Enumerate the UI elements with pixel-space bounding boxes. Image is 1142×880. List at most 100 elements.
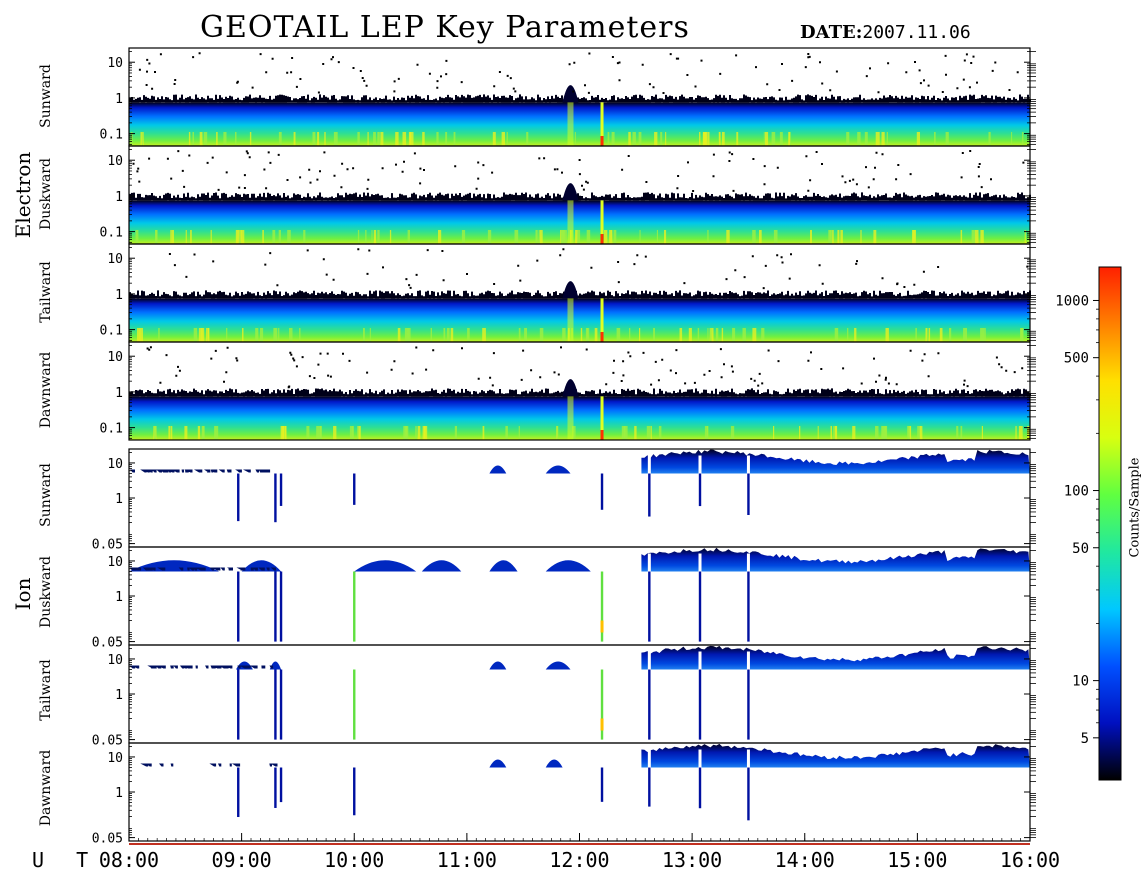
ion-spectrum-band bbox=[641, 645, 1030, 670]
ion-gap bbox=[647, 749, 651, 768]
electron-streak bbox=[773, 230, 778, 244]
electron-streak bbox=[715, 328, 718, 342]
ion-burst bbox=[545, 759, 563, 768]
electron-streak bbox=[141, 132, 143, 146]
electron-streak bbox=[716, 328, 719, 342]
electron-streak bbox=[367, 132, 369, 146]
electron-streak bbox=[317, 132, 320, 146]
electron-streak bbox=[604, 230, 608, 244]
electron-streak bbox=[377, 230, 380, 244]
ion-dropout bbox=[698, 767, 702, 809]
electron-streak bbox=[409, 132, 414, 146]
electron-streak bbox=[303, 230, 306, 244]
colorbar-label: Counts/Sample bbox=[1127, 457, 1142, 558]
ion-noise-dots bbox=[140, 763, 278, 767]
electron-streak bbox=[235, 230, 239, 244]
electron-streak bbox=[909, 426, 912, 440]
electron-streak bbox=[980, 328, 984, 342]
electron-streak bbox=[788, 132, 790, 146]
ion-noise-dots bbox=[129, 567, 276, 571]
electron-y-tick-label: 0.1 bbox=[100, 422, 123, 437]
electron-streak bbox=[450, 328, 454, 342]
electron-streak bbox=[357, 426, 359, 440]
electron-y-tick-label: 10 bbox=[107, 350, 123, 365]
electron-streak bbox=[373, 230, 377, 244]
ion-burst bbox=[489, 661, 507, 670]
electron-streak bbox=[829, 230, 831, 244]
electron-streak bbox=[430, 328, 432, 342]
ion-panel-4: 10 1 0.05 bbox=[92, 742, 1036, 847]
electron-streak bbox=[650, 426, 652, 440]
time-axis-label: U T bbox=[32, 848, 99, 872]
ion-dropout bbox=[237, 571, 240, 642]
date-display: DATE:2007.11.06 bbox=[800, 22, 971, 43]
electron-streak bbox=[860, 230, 862, 244]
electron-y-tick-label: 1 bbox=[115, 190, 123, 205]
electron-streak bbox=[840, 230, 843, 244]
electron-noise-dots bbox=[138, 52, 1019, 94]
panel-label-ion-tailward: Tailward bbox=[38, 659, 54, 721]
ion-dropout bbox=[648, 767, 651, 807]
electron-streak bbox=[634, 426, 637, 440]
electron-streak bbox=[956, 426, 959, 440]
electron-panel-4: 10 1 0.1 bbox=[100, 341, 1036, 441]
panel-label-electron-duskward: Duskward bbox=[38, 158, 54, 230]
electron-streak bbox=[574, 132, 576, 146]
electron-streak bbox=[445, 132, 448, 146]
electron-streak bbox=[278, 132, 281, 146]
electron-streak bbox=[688, 328, 692, 342]
ion-spectrum-band bbox=[641, 743, 1030, 768]
electron-streak bbox=[135, 230, 139, 244]
electron-streak bbox=[223, 132, 227, 146]
electron-streak bbox=[467, 328, 470, 342]
electron-streak bbox=[789, 132, 791, 146]
electron-streak bbox=[514, 230, 519, 244]
ion-burst bbox=[545, 560, 591, 572]
ion-dropout bbox=[279, 669, 283, 740]
electron-streak bbox=[170, 426, 173, 440]
electron-streak bbox=[349, 426, 353, 440]
ion-y-tick-label: 10 bbox=[107, 457, 123, 472]
electron-streak bbox=[1020, 328, 1024, 342]
electron-streak bbox=[852, 426, 856, 440]
electron-streak bbox=[380, 132, 384, 146]
electron-streak bbox=[137, 328, 141, 342]
ion-dropout bbox=[698, 571, 702, 642]
electron-streak bbox=[262, 230, 264, 244]
colorbar-tick-label: 50 bbox=[1072, 541, 1089, 557]
electron-streak bbox=[216, 132, 218, 146]
electron-streak bbox=[526, 132, 529, 146]
electron-streak bbox=[857, 132, 861, 146]
electron-streak bbox=[184, 426, 188, 440]
electron-streak bbox=[214, 426, 216, 440]
electron-streak bbox=[916, 132, 920, 146]
ion-y-tick-label: 10 bbox=[107, 555, 123, 570]
ion-dropout bbox=[600, 767, 604, 802]
electron-streak bbox=[357, 132, 360, 146]
electron-streak bbox=[709, 328, 712, 342]
electron-streak bbox=[333, 132, 338, 146]
ion-spectrum-band bbox=[641, 547, 1030, 572]
electron-streak bbox=[912, 230, 916, 244]
ion-burst bbox=[354, 560, 417, 572]
ion-dropout bbox=[747, 767, 750, 821]
electron-spike bbox=[562, 281, 579, 299]
ion-burst bbox=[421, 560, 462, 572]
electron-streak bbox=[407, 230, 410, 244]
electron-streak bbox=[830, 426, 832, 440]
electron-spike bbox=[562, 379, 579, 397]
electron-streak bbox=[928, 328, 931, 342]
ion-panel-2: 10 1 0.05 bbox=[92, 546, 1036, 651]
electron-streak bbox=[139, 328, 143, 342]
electron-streak bbox=[939, 328, 943, 342]
electron-spike-column bbox=[567, 396, 574, 440]
electron-streak bbox=[963, 328, 967, 342]
ion-dropout bbox=[600, 473, 604, 510]
electron-streak bbox=[752, 230, 756, 244]
electron-streak bbox=[168, 426, 170, 440]
electron-y-tick-label: 10 bbox=[107, 154, 123, 169]
electron-streak bbox=[736, 132, 739, 146]
electron-streak bbox=[697, 328, 700, 342]
ion-dropout bbox=[747, 669, 750, 740]
electron-spike bbox=[562, 183, 579, 201]
